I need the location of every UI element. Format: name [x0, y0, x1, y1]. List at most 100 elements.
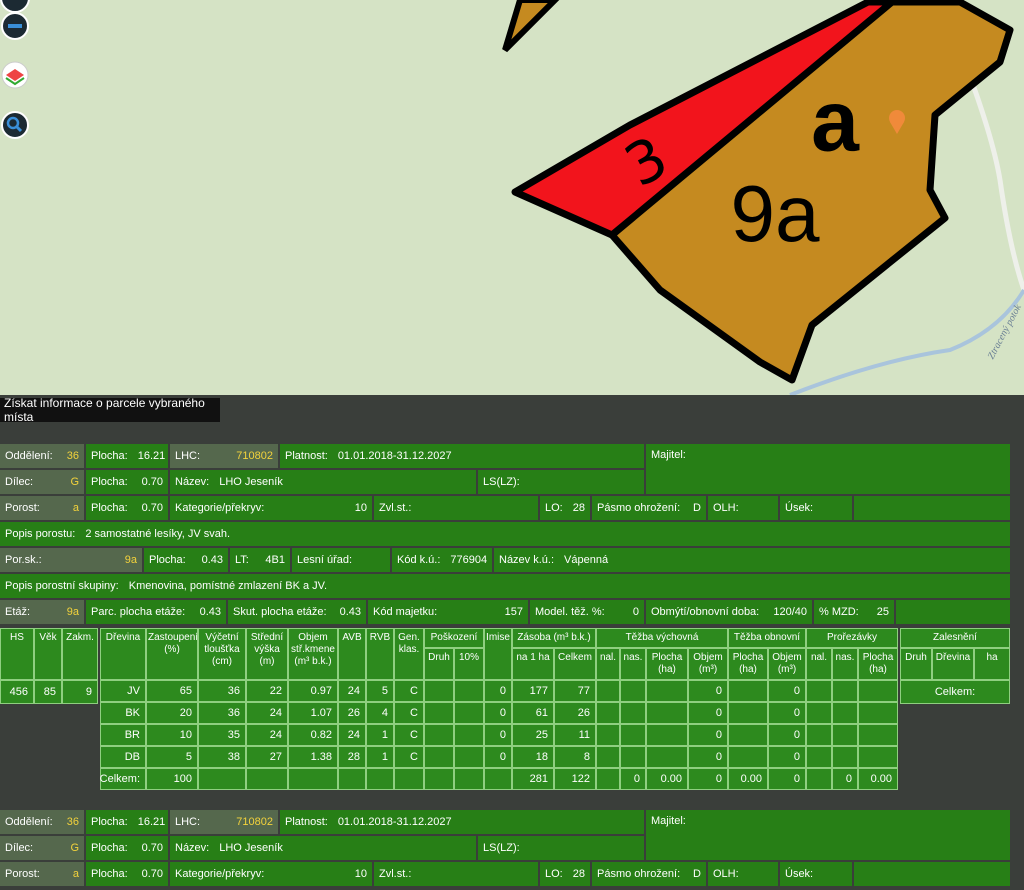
field-label: Pásmo ohrožení: [597, 502, 681, 514]
field-value: 0.43 [339, 606, 361, 618]
field-label: Plocha: [91, 502, 128, 514]
search[interactable] [1, 111, 29, 139]
info-cell [896, 600, 1010, 624]
field-value: 4B1 [265, 554, 285, 566]
layers[interactable] [1, 61, 29, 89]
table-cell: 5 [146, 746, 198, 768]
info-cell: LHC: 710802 [170, 810, 278, 834]
field-value: 10 [354, 868, 367, 880]
field-label: LO: [545, 502, 563, 514]
field-value: 710802 [236, 450, 273, 462]
table-cell: 36 [198, 680, 246, 702]
info-cell: Model. těž. %: 0 [530, 600, 644, 624]
info-cell: Zvl.st.: [374, 496, 538, 520]
table-header: AVB [338, 628, 366, 680]
table-cell: 0 [688, 724, 728, 746]
info-cell: Název: LHO Jeseník [170, 470, 476, 494]
table-group-header: Zalesnění [900, 628, 1010, 648]
info-cell: Dílec: G [0, 470, 84, 494]
table-cell: 61 [512, 702, 554, 724]
field-value: 157 [504, 606, 523, 618]
field-value: 01.01.2018-31.12.2027 [337, 450, 452, 462]
info-cell: Kategorie/překryv: 10 [170, 862, 372, 886]
table-header: Střední výška (m) [246, 628, 288, 680]
table-cell [858, 680, 898, 702]
table-cell: 0.00 [858, 768, 898, 790]
table-cell: 0 [620, 768, 646, 790]
table-cell: 456 [0, 680, 34, 704]
table-cell: 0 [484, 680, 512, 702]
table-header: nas. [832, 648, 858, 680]
table-cell: 24 [338, 724, 366, 746]
info-cell [854, 496, 1010, 520]
info-cell: Pásmo ohrožení: D [592, 496, 706, 520]
table-cell: 10 [146, 724, 198, 746]
table-cell [424, 746, 454, 768]
table-cell [806, 768, 832, 790]
table-header: Gen. klas. [394, 628, 424, 680]
table-cell: 28 [338, 746, 366, 768]
field-label: Název: [175, 476, 210, 488]
table-cell [806, 724, 832, 746]
field-value: D [693, 868, 701, 880]
field-value: 0.43 [201, 554, 223, 566]
table-cell: 0 [768, 768, 806, 790]
table-cell: 0.82 [288, 724, 338, 746]
table-cell: C [394, 746, 424, 768]
info-cell: Obmýtí/obnovní doba: 120/40 [646, 600, 812, 624]
field-label: Plocha: [91, 450, 128, 462]
info-cell: Název k.ú.: Vápenná [494, 548, 1010, 572]
table-cell [366, 768, 394, 790]
field-label: LT: [235, 554, 249, 566]
table-cell: 18 [512, 746, 554, 768]
field-label: Zvl.st.: [379, 868, 412, 880]
marker[interactable] [889, 110, 905, 134]
table-header: Druh [900, 648, 932, 680]
table-cell: 26 [554, 702, 596, 724]
table-cell: 24 [338, 680, 366, 702]
table-cell [646, 746, 688, 768]
field-value: 16.21 [137, 450, 166, 462]
field-label: Oddělení: [5, 450, 53, 462]
field-label: Etáž: [5, 606, 31, 618]
table-cell [728, 724, 768, 746]
dashed-border [610, 1, 892, 238]
table-cell [646, 680, 688, 702]
table-header: ha [974, 648, 1010, 680]
info-cell: Platnost: 01.01.2018-31.12.2027 [280, 810, 644, 834]
field-label: % MZD: [819, 606, 859, 618]
table-cell [832, 680, 858, 702]
info-cell: Plocha: 0.70 [86, 470, 168, 494]
table-cell [424, 680, 454, 702]
info-cell: LS(LZ): [478, 836, 644, 860]
table-cell [858, 724, 898, 746]
info-cell: Kód majetku: 157 [368, 600, 528, 624]
table-cell [620, 724, 646, 746]
table-cell [806, 680, 832, 702]
info-cell: Por.sk.: 9a [0, 548, 142, 572]
table-cell: 20 [146, 702, 198, 724]
info-cell: Etáž: 9a [0, 600, 84, 624]
field-label: Plocha: [91, 842, 128, 854]
table-cell [728, 746, 768, 768]
info-cell: Parc. plocha etáže: 0.43 [86, 600, 226, 624]
table-cell: 24 [246, 702, 288, 724]
table-header: nal. [596, 648, 620, 680]
tooltip: Získat informace o parcele vybraného mís… [0, 396, 220, 424]
info-cell: LO: 28 [540, 862, 590, 886]
table-cell [858, 702, 898, 724]
table-cell: 77 [554, 680, 596, 702]
table-header: Objem stř.kmene (m³ b.k.) [288, 628, 338, 680]
field-value: 0.70 [141, 842, 163, 854]
field-label: LHC: [175, 450, 201, 462]
zoom-out[interactable] [1, 12, 29, 40]
info-cell: Majitel: [646, 444, 1010, 494]
field-label: Úsek: [785, 502, 814, 514]
parcel-3 [511, 0, 896, 239]
info-cell: Kód k.ú.: 776904 [392, 548, 492, 572]
table-cell: BK [100, 702, 146, 724]
table-cell: C [394, 702, 424, 724]
field-value: 10 [354, 502, 367, 514]
table-cell: 85 [34, 680, 62, 704]
field-label: Majitel: [651, 815, 686, 827]
